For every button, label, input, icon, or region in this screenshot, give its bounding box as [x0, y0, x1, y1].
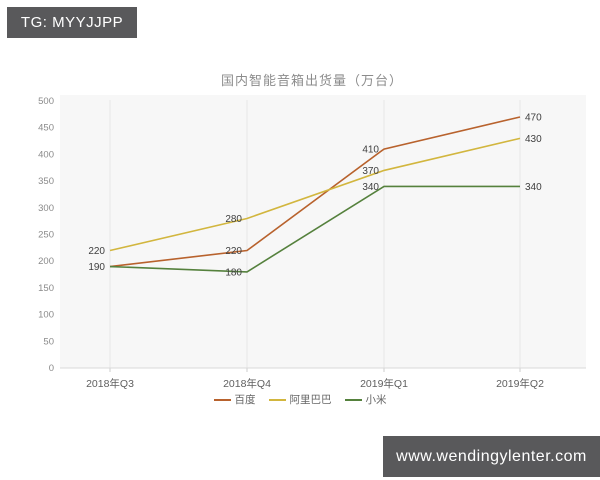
- legend-swatch: [213, 398, 231, 401]
- chart-title: 国内智能音箱出货量（万台）: [220, 73, 403, 88]
- series-line-小米: [109, 185, 520, 273]
- x-axis-label: 2019年Q2: [496, 377, 544, 390]
- value-label: 430: [525, 134, 542, 145]
- plot-area: [60, 95, 586, 368]
- legend-label: 百度: [234, 394, 256, 406]
- watermark-tag-text: TG: MYYJJPP: [20, 14, 124, 31]
- y-axis-label: 150: [38, 283, 54, 294]
- x-axis-label: 2018年Q4: [223, 377, 271, 390]
- value-label: 220: [225, 246, 242, 257]
- watermark-url-text: www.wendingylenter.com: [396, 447, 587, 465]
- value-label: 340: [362, 182, 379, 193]
- legend-item-百度[interactable]: 百度: [213, 392, 256, 407]
- value-label: 220: [88, 246, 105, 257]
- value-label: 410: [362, 145, 379, 156]
- y-axis-label: 100: [38, 310, 54, 321]
- y-axis-label: 50: [43, 336, 54, 347]
- value-label: 470: [525, 113, 542, 124]
- y-axis-label: 250: [38, 230, 54, 241]
- legend-item-阿里巴巴[interactable]: 阿里巴巴: [268, 392, 332, 407]
- legend-swatch: [344, 398, 362, 401]
- y-axis-label: 200: [38, 256, 54, 267]
- value-label: 190: [88, 262, 105, 273]
- x-axis-label: 2018年Q3: [86, 377, 134, 390]
- legend-label: 小米: [365, 394, 387, 406]
- y-axis-label: 0: [49, 363, 54, 374]
- value-label: 340: [525, 182, 542, 193]
- series-line-阿里巴巴: [109, 137, 521, 252]
- value-label: 370: [362, 166, 379, 177]
- y-axis-label: 350: [38, 176, 54, 187]
- value-label: 180: [225, 267, 242, 278]
- x-axis-label: 2019年Q1: [360, 377, 408, 390]
- legend-item-小米[interactable]: 小米: [344, 392, 387, 407]
- series-line-百度: [109, 116, 521, 268]
- legend-label: 阿里巴巴: [289, 394, 332, 406]
- chart-legend: 百度 阿里巴巴 小米: [0, 392, 600, 407]
- y-axis-label: 300: [38, 203, 54, 214]
- watermark-tag-badge: TG: MYYJJPP: [7, 7, 137, 38]
- value-label: 280: [225, 214, 242, 225]
- y-axis-label: 400: [38, 149, 54, 160]
- y-axis-label: 500: [38, 96, 54, 107]
- y-axis-label: 450: [38, 123, 54, 134]
- watermark-url-badge: www.wendingylenter.com: [383, 436, 600, 477]
- legend-swatch: [268, 398, 286, 401]
